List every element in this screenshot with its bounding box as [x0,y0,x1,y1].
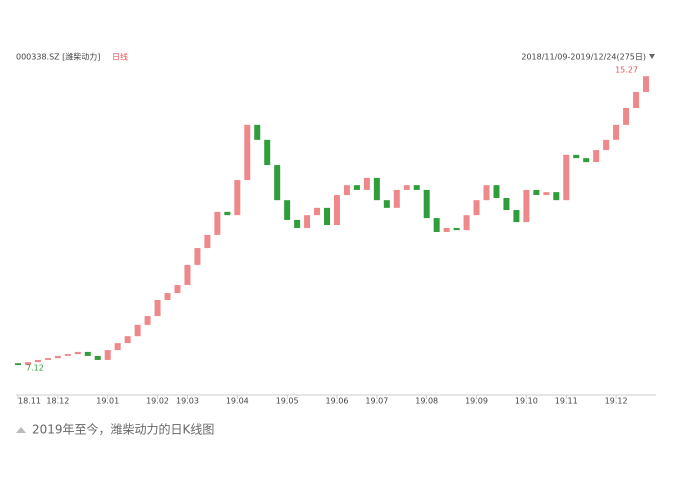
candle-body [15,363,21,366]
x-tick-label: 19.03 [176,397,199,406]
candle-body [314,207,321,216]
candle-body [34,359,41,363]
candle-body [284,200,291,220]
candle-body [144,316,151,325]
candle-body [24,362,31,366]
low-label: 7.12 [26,364,44,373]
candle-body [134,324,141,337]
candle-body [224,211,231,216]
candle-body [264,139,271,166]
candle-body [333,195,340,226]
candle-body [393,189,400,208]
candle-body [164,293,171,300]
candle-body [553,192,560,201]
candle-body [433,218,440,232]
candle-body [543,192,550,196]
candle-body [44,358,51,360]
candle-body [613,124,620,140]
candle-body [154,299,161,317]
candle-body [64,354,71,356]
candle-body [234,180,241,216]
candle-body [274,165,281,201]
candle-body [204,234,211,249]
candle-body [343,185,350,196]
x-tick-label: 19.08 [415,397,438,406]
x-tick-label: 18.11 [18,397,41,406]
high-label: 15.27 [615,66,638,75]
candle-body [513,210,520,223]
candle-body [423,189,430,219]
candle-body [324,207,331,226]
x-tick-label: 19.02 [146,397,169,406]
candle-body [124,336,131,344]
candle-body [294,219,301,228]
candle-body [214,211,221,235]
x-tick-label: 19.10 [515,397,538,406]
caption-icon [16,427,26,433]
candle-body [413,185,420,190]
candle-body [563,154,570,201]
candle-body [643,76,649,92]
candle-body [363,177,370,190]
x-tick-label: 18.12 [46,397,69,406]
x-tick-label: 19.07 [365,397,388,406]
candle-body [194,248,201,265]
candle-body [473,200,480,216]
x-tick-label: 19.12 [605,397,628,406]
dropdown-icon[interactable] [649,54,655,59]
candle-body [633,91,640,109]
candle-body [174,284,181,294]
candle-body [84,351,91,356]
caption: 2019年至今，潍柴动力的日K线图 [32,422,214,437]
candle-body [453,227,460,231]
candle-body [373,177,380,201]
candle-body [254,124,261,140]
x-tick-label: 19.01 [96,397,119,406]
candle-body [353,185,360,190]
candle-body [533,189,540,196]
candle-body [244,124,251,181]
candle-body [523,189,530,223]
header-range: 2018/11/09-2019/12/24(275日) [521,53,646,62]
candle-body [443,227,450,232]
header-period: 日线 [112,52,128,62]
header-symbol: 000338.SZ [潍柴动力] [16,52,100,62]
x-tick-label: 19.05 [276,397,299,406]
candle-body [74,351,81,355]
candle-body [184,264,191,285]
candle-body [104,350,111,360]
candle-body [483,185,490,201]
candle-body [503,197,510,211]
candle-body [593,150,600,163]
candle-body [304,215,311,228]
candle-body [493,185,500,198]
candle-body [603,139,610,151]
candle-body [94,355,101,360]
candle-body [54,355,61,359]
candle-body [114,343,121,351]
x-tick-label: 19.11 [555,397,578,406]
candle-body [403,185,410,190]
candle-body [623,108,630,125]
candle-body [573,154,580,159]
candle-body [383,200,390,208]
x-tick-label: 19.04 [226,397,249,406]
x-tick-label: 19.06 [326,397,349,406]
candle-body [583,158,590,163]
candle-body [463,215,470,231]
x-tick-label: 19.09 [465,397,488,406]
